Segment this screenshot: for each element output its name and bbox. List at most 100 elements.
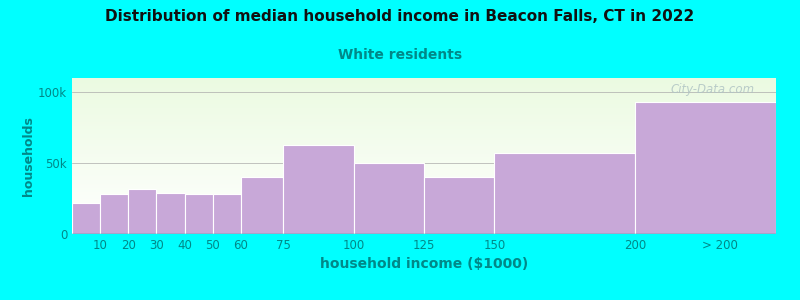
- Bar: [72, 197, 776, 198]
- X-axis label: household income ($1000): household income ($1000): [320, 257, 528, 272]
- Bar: [72, 208, 776, 209]
- Bar: [72, 178, 776, 179]
- Bar: [72, 179, 776, 180]
- Bar: [72, 93, 776, 94]
- Bar: [72, 91, 776, 92]
- Bar: [100, 194, 128, 234]
- Text: Distribution of median household income in Beacon Falls, CT in 2022: Distribution of median household income …: [106, 9, 694, 24]
- Bar: [72, 86, 776, 87]
- Bar: [72, 89, 776, 90]
- Bar: [72, 161, 776, 162]
- Bar: [72, 219, 776, 220]
- Bar: [72, 101, 776, 102]
- Bar: [72, 96, 776, 97]
- Bar: [72, 193, 776, 194]
- Bar: [72, 212, 776, 213]
- Bar: [72, 92, 776, 93]
- Y-axis label: households: households: [22, 116, 35, 196]
- Bar: [72, 182, 776, 183]
- Bar: [72, 136, 776, 137]
- Bar: [72, 165, 776, 166]
- Bar: [72, 132, 776, 133]
- Bar: [72, 228, 776, 229]
- Bar: [72, 81, 776, 82]
- Bar: [72, 187, 776, 188]
- Bar: [72, 211, 776, 212]
- Bar: [72, 153, 776, 154]
- Bar: [72, 164, 776, 165]
- Bar: [72, 128, 776, 129]
- Bar: [72, 117, 776, 118]
- Bar: [72, 147, 776, 148]
- Bar: [72, 213, 776, 214]
- Bar: [72, 107, 776, 108]
- Bar: [72, 114, 776, 115]
- Bar: [72, 118, 776, 119]
- Bar: [72, 78, 776, 79]
- Bar: [72, 224, 776, 225]
- Bar: [72, 222, 776, 223]
- Bar: [72, 184, 776, 185]
- Bar: [72, 192, 776, 193]
- Bar: [213, 194, 241, 234]
- Bar: [72, 158, 776, 159]
- Bar: [72, 108, 776, 109]
- Bar: [72, 116, 776, 117]
- Bar: [283, 145, 354, 234]
- Bar: [72, 94, 776, 95]
- Bar: [72, 227, 776, 228]
- Bar: [72, 154, 776, 155]
- Bar: [72, 207, 776, 208]
- Bar: [72, 79, 776, 80]
- Bar: [72, 134, 776, 135]
- Bar: [72, 111, 776, 112]
- Bar: [72, 104, 776, 105]
- Bar: [72, 218, 776, 219]
- Bar: [72, 124, 776, 125]
- Bar: [128, 189, 157, 234]
- Bar: [72, 149, 776, 150]
- Bar: [72, 127, 776, 128]
- Bar: [72, 168, 776, 169]
- Bar: [72, 186, 776, 187]
- Bar: [72, 100, 776, 101]
- Bar: [72, 157, 776, 158]
- Bar: [72, 156, 776, 157]
- Bar: [72, 220, 776, 221]
- Bar: [72, 95, 776, 96]
- Bar: [72, 204, 776, 205]
- Bar: [72, 173, 776, 174]
- Bar: [72, 88, 776, 89]
- Bar: [72, 205, 776, 206]
- Bar: [72, 216, 776, 217]
- Bar: [354, 163, 424, 234]
- Bar: [72, 176, 776, 177]
- Bar: [72, 105, 776, 106]
- Bar: [72, 85, 776, 86]
- Bar: [157, 193, 185, 234]
- Bar: [72, 115, 776, 116]
- Bar: [72, 130, 776, 131]
- Bar: [72, 133, 776, 134]
- Bar: [72, 142, 776, 143]
- Bar: [72, 110, 776, 111]
- Bar: [72, 209, 776, 210]
- Bar: [72, 82, 776, 83]
- Bar: [72, 210, 776, 211]
- Bar: [185, 194, 213, 234]
- Bar: [72, 199, 776, 200]
- Bar: [241, 177, 283, 234]
- Bar: [72, 232, 776, 233]
- Bar: [72, 137, 776, 138]
- Bar: [72, 172, 776, 173]
- Bar: [72, 113, 776, 114]
- Bar: [72, 151, 776, 152]
- Bar: [72, 233, 776, 234]
- Text: White residents: White residents: [338, 48, 462, 62]
- Bar: [72, 109, 776, 110]
- Bar: [72, 217, 776, 218]
- Bar: [72, 87, 776, 88]
- Bar: [72, 131, 776, 132]
- Bar: [72, 198, 776, 199]
- Bar: [72, 135, 776, 136]
